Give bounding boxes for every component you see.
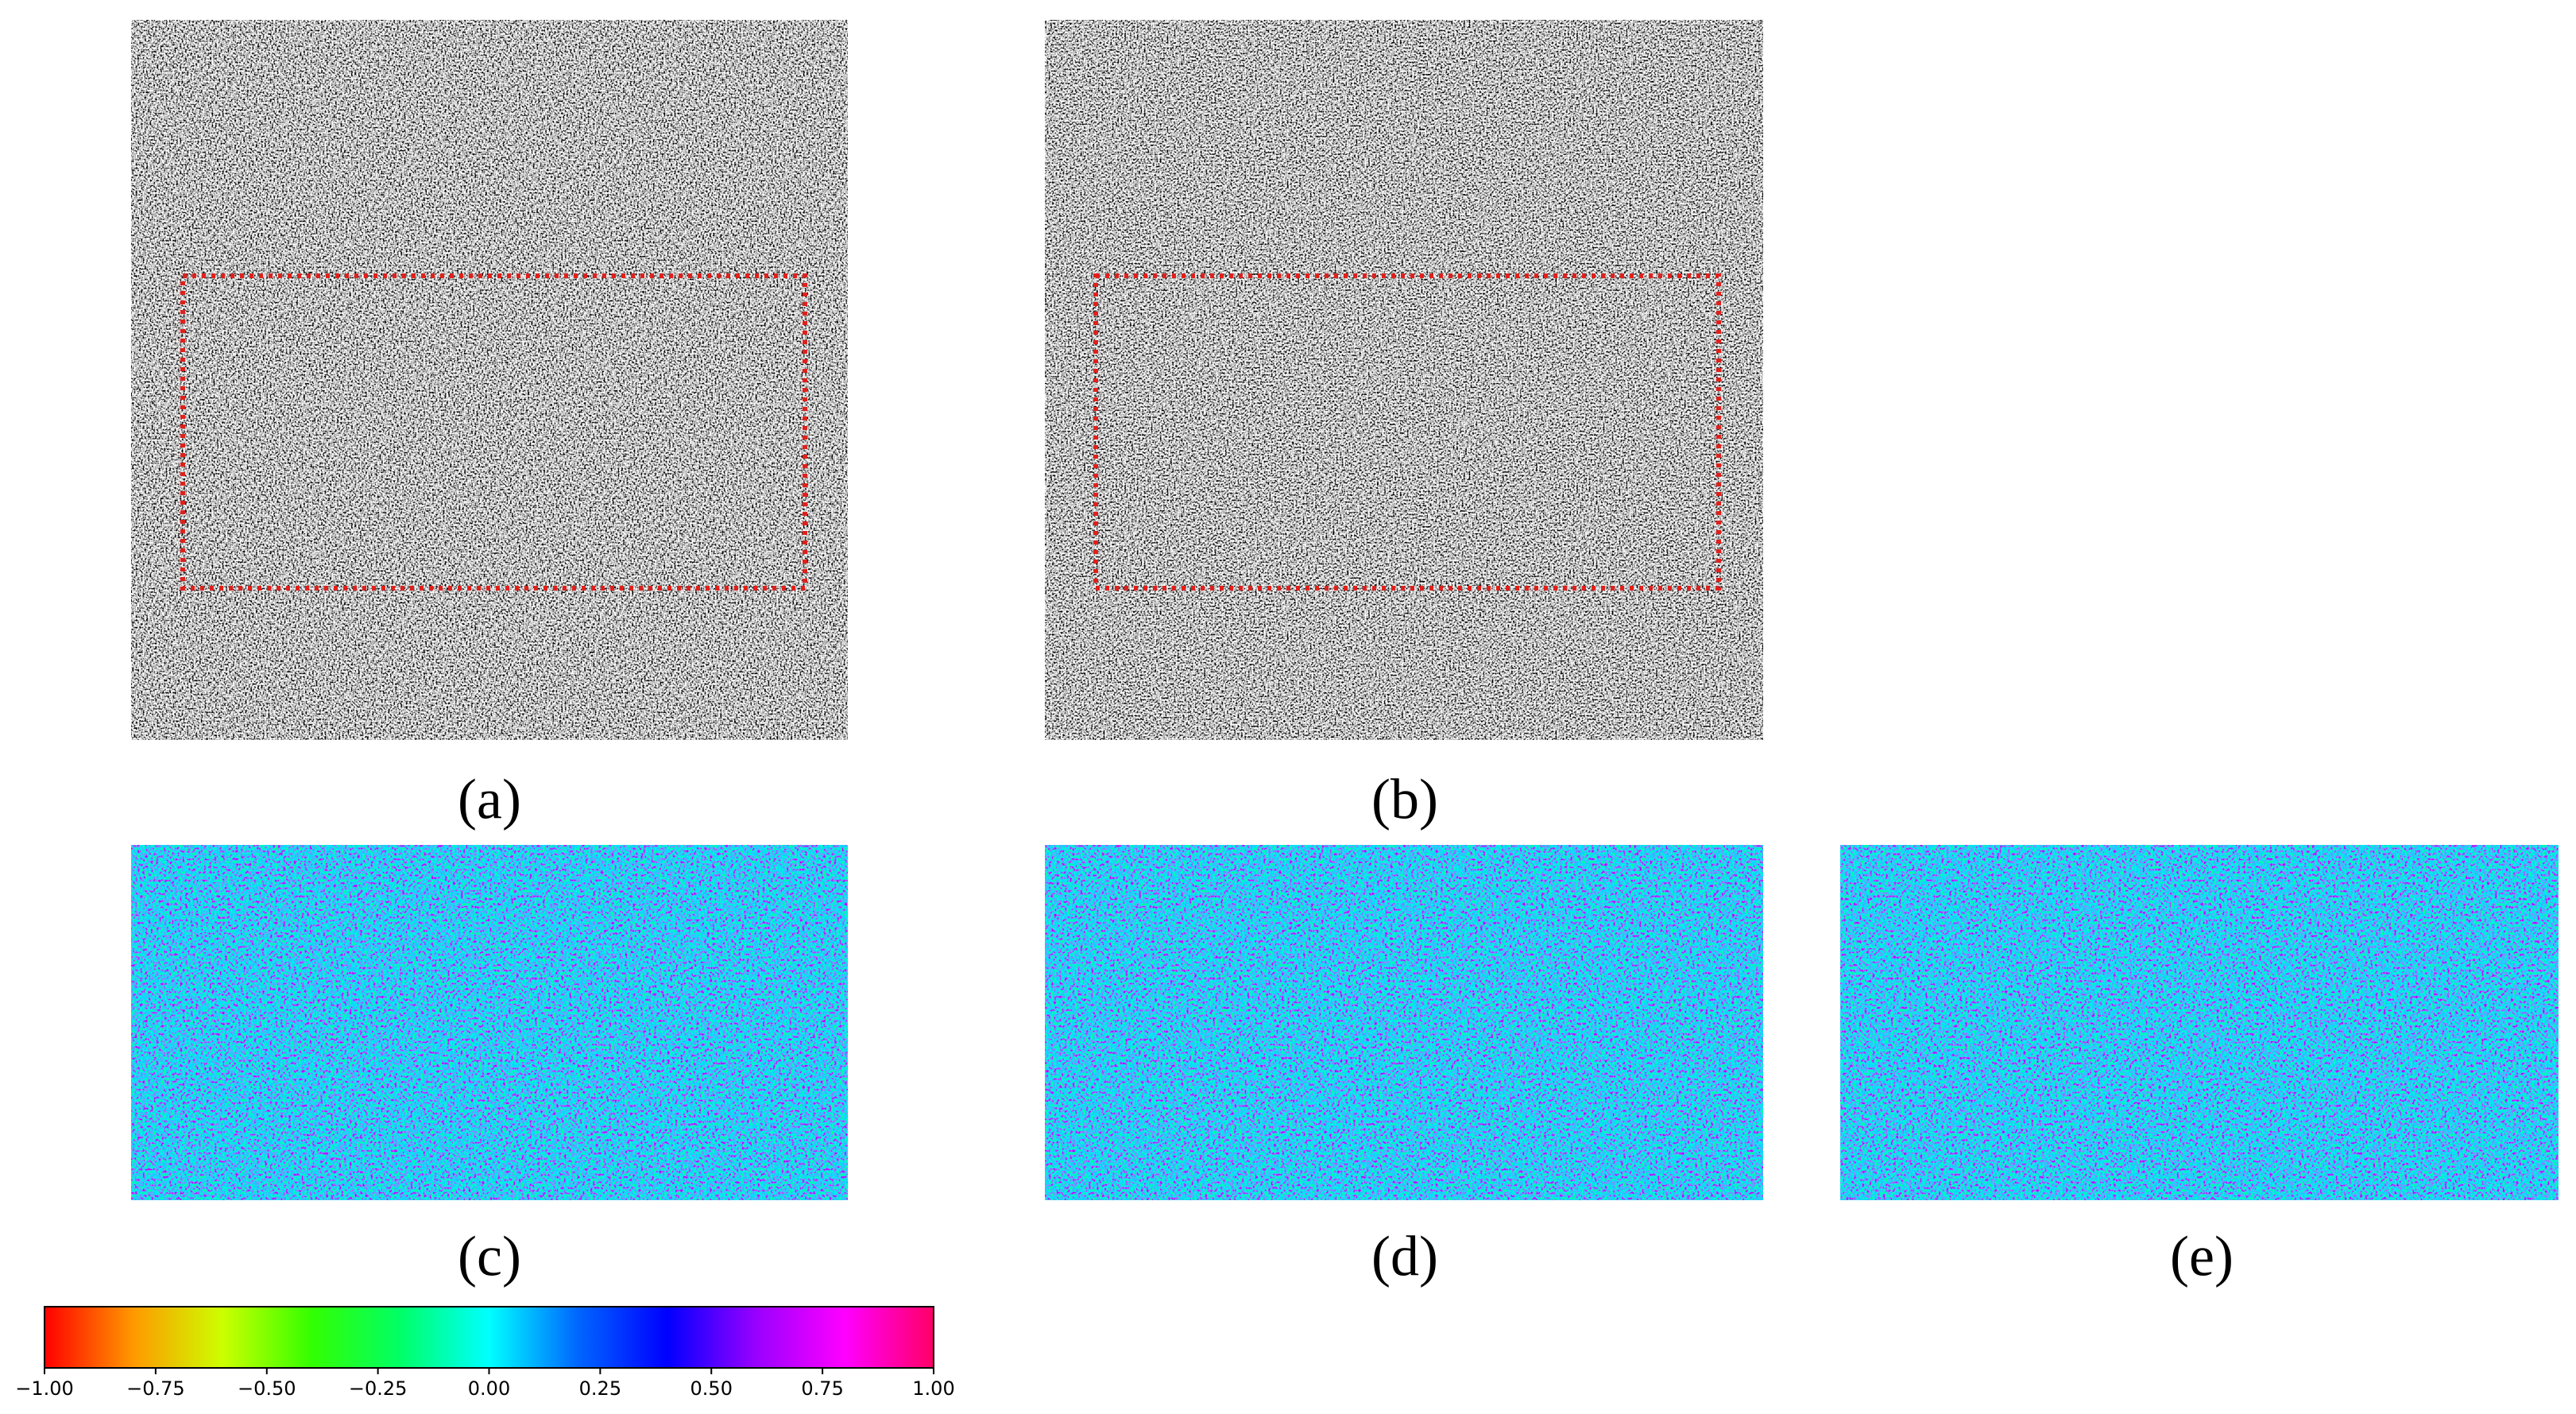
panel-label: (b)	[1371, 768, 1438, 831]
panel-label: (c)	[458, 1225, 521, 1288]
change-map-e	[1839, 843, 2560, 1202]
panel-label: (d)	[1371, 1225, 1438, 1288]
tick-label: −0.75	[126, 1377, 185, 1400]
sar-image-b	[1045, 20, 1763, 740]
change-map-d	[1043, 843, 1765, 1202]
tick-label: 0.00	[468, 1377, 510, 1400]
panel-label: (e)	[2170, 1225, 2234, 1288]
tick-label: 0.25	[579, 1377, 621, 1400]
sar-image-a	[131, 20, 848, 740]
tick-label: 0.50	[690, 1377, 733, 1400]
colorbar	[44, 1306, 934, 1369]
panel-label: (a)	[458, 768, 521, 831]
tick-label: 0.75	[801, 1377, 843, 1400]
tick-label: −1.00	[15, 1377, 74, 1400]
tick-label: −0.50	[238, 1377, 296, 1400]
tick-label: −0.25	[349, 1377, 408, 1400]
tick-label: 1.00	[912, 1377, 954, 1400]
change-map-c	[130, 843, 849, 1202]
